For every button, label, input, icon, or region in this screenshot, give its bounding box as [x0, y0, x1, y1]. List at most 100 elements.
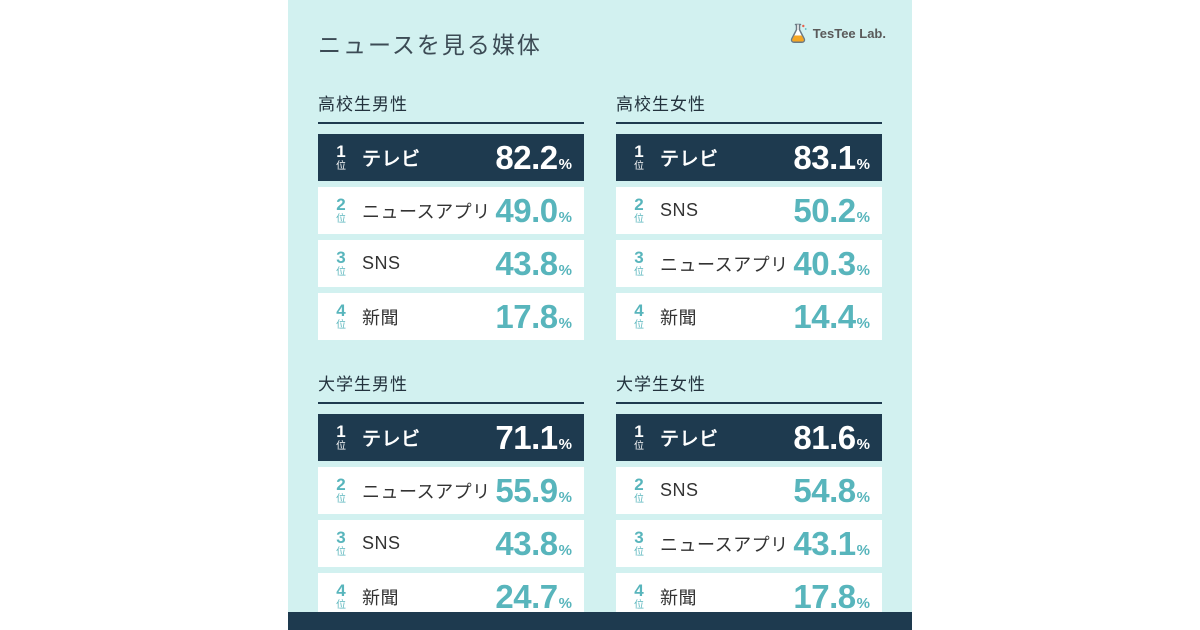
media-label: 新聞	[362, 307, 399, 328]
rank-number: 2	[336, 195, 346, 214]
percentage-number: 81.6	[793, 418, 856, 456]
rank-row: 1 位 テレビ 71.1%	[318, 414, 584, 461]
rank-number: 4	[634, 581, 644, 600]
media-label: テレビ	[660, 429, 719, 450]
percent-sign: %	[856, 208, 870, 226]
rank-row: 3 位 SNS 43.8%	[318, 520, 584, 567]
rank-badge: 4 位	[328, 582, 354, 611]
percentage-value: 40.3%	[793, 245, 870, 283]
media-label: 新聞	[660, 307, 697, 328]
rank-badge: 1 位	[626, 423, 652, 452]
media-label: ニュースアプリ	[362, 201, 491, 222]
rank-number: 3	[634, 248, 644, 267]
percentage-number: 43.8	[495, 244, 558, 282]
percentage-value: 17.8%	[495, 298, 572, 336]
rank-unit: 位	[336, 161, 346, 172]
rank-unit: 位	[336, 547, 346, 558]
percent-sign: %	[558, 155, 572, 173]
percent-sign: %	[558, 435, 572, 453]
section-title: 大学生男性	[318, 370, 584, 404]
media-label: 新聞	[660, 587, 697, 608]
media-label: SNS	[362, 253, 401, 273]
percentage-number: 54.8	[793, 471, 856, 509]
rank-badge: 4 位	[626, 582, 652, 611]
percentage-value: 71.1%	[495, 419, 572, 457]
percentage-number: 24.7	[495, 577, 558, 615]
rank-badge: 2 位	[328, 476, 354, 505]
brand-logo: TesTee Lab.	[787, 22, 886, 44]
rank-number: 3	[634, 528, 644, 547]
rank-badge: 3 位	[626, 249, 652, 278]
rank-unit: 位	[336, 320, 346, 331]
header: ニュースを見る媒体 TesTee Lab.	[288, 0, 912, 60]
media-label: SNS	[362, 533, 401, 553]
infographic-canvas: ニュースを見る媒体 TesTee Lab. 高校生男性 1 位 テレビ 82.2	[288, 0, 912, 630]
rank-badge: 4 位	[328, 302, 354, 331]
rank-badge: 1 位	[328, 143, 354, 172]
percentage-value: 17.8%	[793, 578, 870, 616]
media-label: 新聞	[362, 587, 399, 608]
rank-badge: 1 位	[328, 423, 354, 452]
rank-row: 4 位 新聞 14.4%	[616, 293, 882, 340]
footer-bar	[288, 612, 912, 630]
section-title: 高校生女性	[616, 90, 882, 124]
rank-row: 3 位 SNS 43.8%	[318, 240, 584, 287]
percentage-value: 43.8%	[495, 525, 572, 563]
percentage-number: 17.8	[793, 577, 856, 615]
rank-number: 1	[336, 422, 346, 441]
percentage-value: 81.6%	[793, 419, 870, 457]
percent-sign: %	[856, 155, 870, 173]
rank-number: 4	[336, 581, 346, 600]
rank-unit: 位	[336, 267, 346, 278]
panel-university-female: 大学生女性 1 位 テレビ 81.6% 2 位 SNS 54.8% 3	[616, 370, 882, 626]
rank-row: 1 位 テレビ 81.6%	[616, 414, 882, 461]
rank-unit: 位	[336, 214, 346, 225]
percent-sign: %	[558, 314, 572, 332]
rank-badge: 1 位	[626, 143, 652, 172]
rank-badge: 4 位	[626, 302, 652, 331]
percent-sign: %	[558, 208, 572, 226]
rank-number: 4	[336, 301, 346, 320]
rank-row: 2 位 SNS 50.2%	[616, 187, 882, 234]
percentage-value: 54.8%	[793, 472, 870, 510]
rank-row: 2 位 ニュースアプリ 49.0%	[318, 187, 584, 234]
media-label: SNS	[660, 200, 699, 220]
rank-number: 1	[634, 422, 644, 441]
percent-sign: %	[558, 488, 572, 506]
rank-row: 2 位 SNS 54.8%	[616, 467, 882, 514]
percentage-number: 55.9	[495, 471, 558, 509]
percentage-number: 14.4	[793, 297, 856, 335]
percentage-value: 55.9%	[495, 472, 572, 510]
percentage-number: 71.1	[495, 418, 558, 456]
rank-unit: 位	[336, 494, 346, 505]
rank-row: 3 位 ニュースアプリ 40.3%	[616, 240, 882, 287]
rank-unit: 位	[336, 600, 346, 611]
media-label: SNS	[660, 480, 699, 500]
percent-sign: %	[558, 541, 572, 559]
percent-sign: %	[856, 261, 870, 279]
rank-row: 1 位 テレビ 82.2%	[318, 134, 584, 181]
percentage-number: 50.2	[793, 191, 856, 229]
percentage-value: 43.1%	[793, 525, 870, 563]
media-label: ニュースアプリ	[362, 481, 491, 502]
media-label: ニュースアプリ	[660, 254, 789, 275]
percentage-number: 40.3	[793, 244, 856, 282]
rank-unit: 位	[634, 600, 644, 611]
rank-number: 3	[336, 248, 346, 267]
flask-icon	[790, 23, 807, 43]
rank-badge: 2 位	[328, 196, 354, 225]
rank-unit: 位	[634, 161, 644, 172]
percentage-value: 24.7%	[495, 578, 572, 616]
media-label: ニュースアプリ	[660, 534, 789, 555]
rank-number: 1	[634, 142, 644, 161]
rank-badge: 3 位	[626, 529, 652, 558]
media-label: テレビ	[660, 149, 719, 170]
percentage-number: 43.1	[793, 524, 856, 562]
rank-row: 2 位 ニュースアプリ 55.9%	[318, 467, 584, 514]
rank-number: 2	[634, 195, 644, 214]
media-label: テレビ	[362, 429, 421, 450]
rank-number: 3	[336, 528, 346, 547]
panel-university-male: 大学生男性 1 位 テレビ 71.1% 2 位 ニュースアプリ 55.9%	[318, 370, 584, 626]
percentage-number: 17.8	[495, 297, 558, 335]
rank-badge: 3 位	[328, 529, 354, 558]
